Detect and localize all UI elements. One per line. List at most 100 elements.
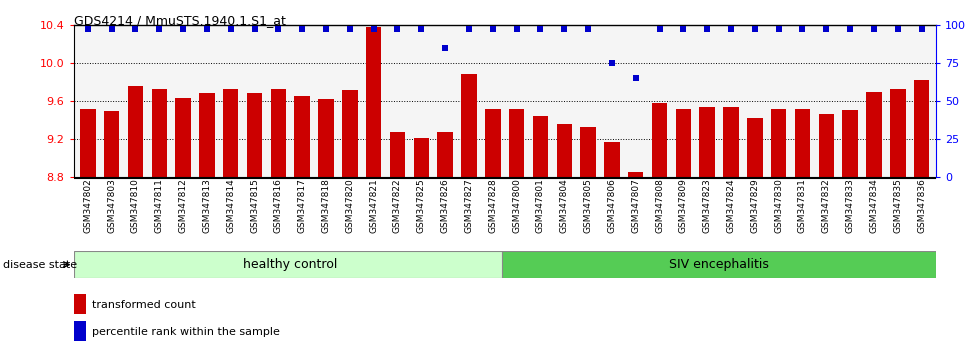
- Text: GSM347801: GSM347801: [536, 178, 545, 233]
- Text: GSM347828: GSM347828: [488, 178, 497, 233]
- Point: [366, 27, 381, 32]
- Text: GSM347822: GSM347822: [393, 178, 402, 233]
- Bar: [247, 93, 263, 177]
- Point: [175, 27, 191, 32]
- Text: GSM347806: GSM347806: [608, 178, 616, 233]
- Point: [485, 27, 501, 32]
- Bar: [342, 90, 358, 177]
- Point: [390, 27, 406, 32]
- Point: [557, 27, 572, 32]
- Bar: [818, 114, 834, 177]
- Text: disease state: disease state: [3, 259, 77, 270]
- Text: GSM347824: GSM347824: [726, 178, 736, 233]
- Text: percentile rank within the sample: percentile rank within the sample: [92, 327, 280, 337]
- Bar: [318, 99, 334, 177]
- Point: [104, 27, 120, 32]
- Bar: [604, 142, 619, 177]
- Bar: [723, 107, 739, 177]
- Point: [795, 27, 810, 32]
- Text: GSM347821: GSM347821: [369, 178, 378, 233]
- Point: [771, 27, 787, 32]
- Text: GSM347812: GSM347812: [178, 178, 187, 233]
- Text: GSM347820: GSM347820: [345, 178, 355, 233]
- Point: [700, 27, 715, 32]
- Text: GSM347814: GSM347814: [226, 178, 235, 233]
- Bar: [390, 132, 406, 177]
- Text: GSM347827: GSM347827: [465, 178, 473, 233]
- Text: GSM347809: GSM347809: [679, 178, 688, 233]
- Point: [675, 27, 691, 32]
- Text: GSM347823: GSM347823: [703, 178, 711, 233]
- Point: [152, 27, 168, 32]
- Point: [890, 27, 906, 32]
- Text: GSM347813: GSM347813: [203, 178, 212, 233]
- Text: GSM347833: GSM347833: [846, 178, 855, 233]
- Point: [532, 27, 548, 32]
- Point: [437, 45, 453, 51]
- Bar: [675, 109, 691, 177]
- Bar: [890, 90, 906, 177]
- Point: [414, 27, 429, 32]
- Text: GSM347811: GSM347811: [155, 178, 164, 233]
- Bar: [127, 86, 143, 177]
- Point: [199, 27, 215, 32]
- Point: [247, 27, 263, 32]
- Bar: [557, 124, 572, 177]
- Bar: [152, 90, 167, 177]
- Text: GSM347800: GSM347800: [513, 178, 521, 233]
- Point: [342, 27, 358, 32]
- Text: GSM347835: GSM347835: [894, 178, 903, 233]
- Text: GSM347810: GSM347810: [131, 178, 140, 233]
- Point: [818, 27, 834, 32]
- Text: GSM347826: GSM347826: [441, 178, 450, 233]
- Text: GSM347831: GSM347831: [798, 178, 807, 233]
- Point: [462, 27, 477, 32]
- Point: [866, 27, 882, 32]
- Bar: [366, 27, 381, 177]
- Text: GSM347815: GSM347815: [250, 178, 259, 233]
- Point: [80, 27, 96, 32]
- Bar: [223, 88, 238, 177]
- Bar: [795, 109, 810, 177]
- Point: [509, 27, 524, 32]
- Text: GSM347804: GSM347804: [560, 178, 568, 233]
- Point: [652, 27, 667, 32]
- Bar: [175, 98, 191, 177]
- Bar: [866, 92, 882, 177]
- Point: [842, 27, 858, 32]
- Bar: [74, 251, 507, 278]
- Bar: [580, 127, 596, 177]
- Bar: [914, 80, 929, 177]
- Bar: [509, 109, 524, 177]
- Text: GSM347808: GSM347808: [655, 178, 664, 233]
- Bar: [503, 251, 936, 278]
- Point: [270, 27, 286, 32]
- Text: GSM347832: GSM347832: [822, 178, 831, 233]
- Bar: [74, 294, 86, 314]
- Text: GSM347836: GSM347836: [917, 178, 926, 233]
- Point: [723, 27, 739, 32]
- Point: [222, 27, 238, 32]
- Bar: [843, 110, 858, 177]
- Text: GSM347825: GSM347825: [416, 178, 426, 233]
- Text: GSM347834: GSM347834: [869, 178, 878, 233]
- Bar: [437, 132, 453, 177]
- Text: GSM347818: GSM347818: [321, 178, 330, 233]
- Text: GSM347805: GSM347805: [583, 178, 593, 233]
- Bar: [74, 321, 86, 341]
- Bar: [270, 88, 286, 177]
- Bar: [628, 172, 644, 177]
- Point: [294, 27, 310, 32]
- Bar: [747, 118, 762, 177]
- Bar: [80, 109, 95, 177]
- Bar: [533, 116, 548, 177]
- Text: GSM347830: GSM347830: [774, 178, 783, 233]
- Bar: [199, 93, 215, 177]
- Text: GSM347807: GSM347807: [631, 178, 640, 233]
- Point: [318, 27, 334, 32]
- Bar: [462, 74, 476, 177]
- Text: GDS4214 / MmuSTS.1940.1.S1_at: GDS4214 / MmuSTS.1940.1.S1_at: [74, 14, 285, 27]
- Bar: [294, 96, 310, 177]
- Text: GSM347803: GSM347803: [107, 178, 116, 233]
- Text: GSM347817: GSM347817: [298, 178, 307, 233]
